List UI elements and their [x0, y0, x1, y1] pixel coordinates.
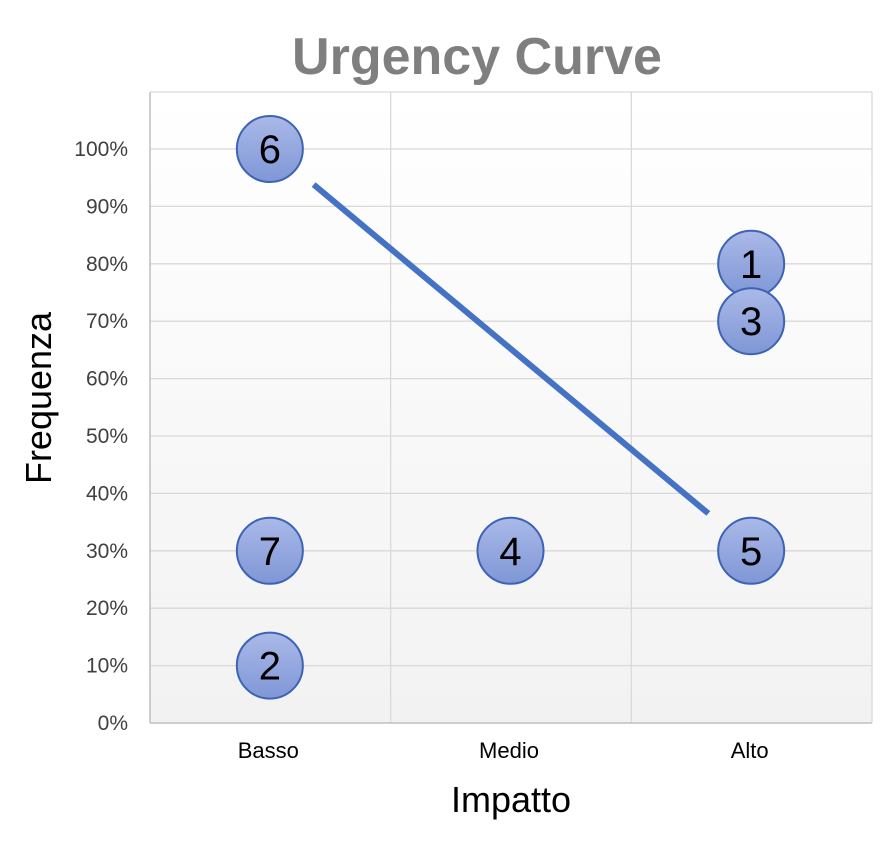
point-label: 7 — [259, 530, 281, 574]
x-category-label: Alto — [731, 738, 769, 763]
point-label: 2 — [259, 645, 281, 689]
y-tick-label: 100% — [74, 138, 128, 161]
point-bubble — [476, 516, 545, 585]
y-tick-label: 10% — [86, 655, 128, 678]
point-label: 4 — [499, 530, 521, 574]
x-axis-categories: Basso Medio Alto — [238, 738, 769, 763]
point-bubble — [235, 516, 304, 585]
y-tick-label: 40% — [86, 482, 128, 505]
plot-area — [150, 92, 872, 723]
x-axis-title: Impatto — [451, 779, 571, 820]
y-tick-label: 20% — [86, 597, 128, 620]
data-point-2: 2 — [235, 631, 304, 700]
data-point-4: 4 — [476, 516, 545, 585]
point-label: 1 — [740, 243, 762, 287]
plot-border — [149, 91, 873, 724]
point-label: 3 — [740, 300, 762, 344]
chart-title: Urgency Curve — [292, 28, 662, 86]
y-axis-title: Frequenza — [18, 311, 59, 484]
data-point-1: 1 — [717, 229, 786, 298]
data-point-5: 5 — [717, 516, 786, 585]
point-label: 6 — [259, 128, 281, 172]
data-point-6: 6 — [235, 115, 304, 183]
data-point-3: 3 — [717, 287, 786, 356]
y-tick-label: 80% — [86, 253, 128, 276]
y-axis-ticks: 0% 10% 20% 30% 40% 50% 60% 70% 80% 90% 100% — [74, 138, 128, 735]
x-category-label: Basso — [238, 738, 299, 763]
y-tick-label: 0% — [98, 712, 128, 735]
data-points: 1 2 3 4 5 6 7 — [235, 115, 786, 700]
urgency-curve-line — [311, 182, 711, 516]
point-bubble — [717, 516, 786, 585]
y-tick-label: 30% — [86, 540, 128, 563]
point-bubble — [235, 115, 304, 183]
y-tick-label: 60% — [86, 368, 128, 391]
point-bubble — [235, 631, 304, 700]
y-tick-label: 70% — [86, 310, 128, 333]
x-category-label: Medio — [479, 738, 539, 763]
y-tick-label: 90% — [86, 195, 128, 218]
y-tick-label: 50% — [86, 425, 128, 448]
data-point-7: 7 — [235, 516, 304, 585]
point-bubble — [717, 287, 786, 356]
urgency-curve — [311, 182, 711, 516]
point-label: 5 — [740, 530, 762, 574]
